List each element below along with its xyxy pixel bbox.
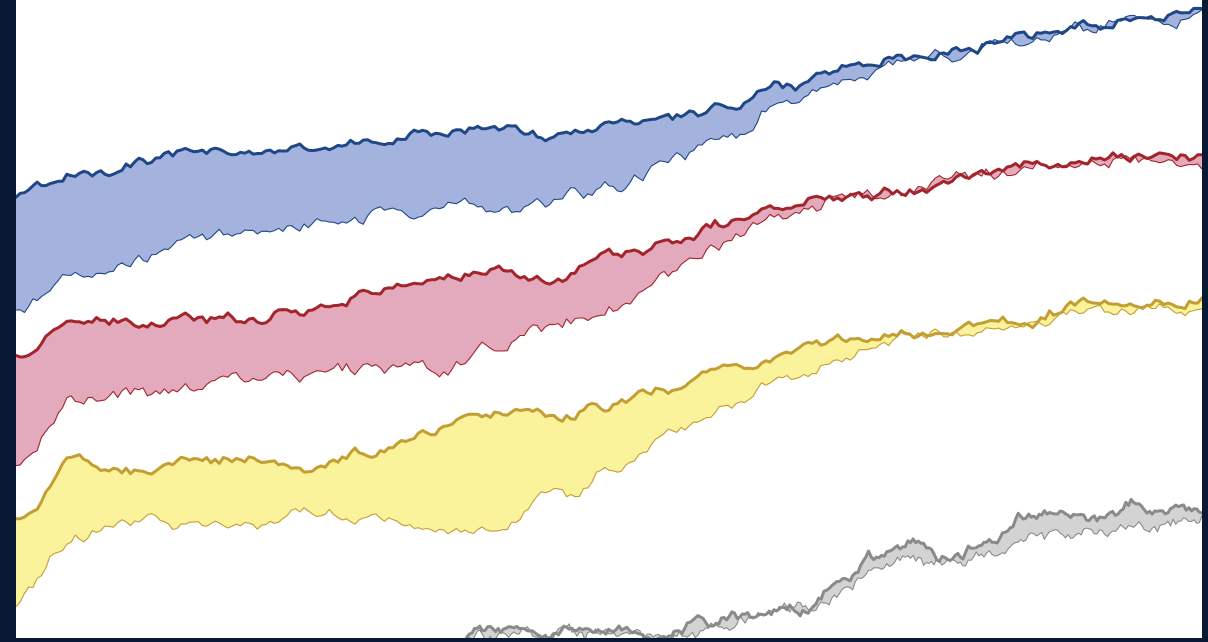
series-2-band [16,297,1202,607]
series-0 [16,6,1202,314]
series-3 [465,497,1202,638]
series-2-upper-line [16,296,1202,521]
chart-frame [16,0,1202,638]
area-chart [16,6,1202,638]
series-0-band [16,8,1202,313]
series-3-upper-line [465,497,1202,638]
series-1-upper-line [16,151,1202,359]
series-2 [16,296,1202,607]
series-0-upper-line [16,6,1202,199]
series-3-lower-line [466,515,1202,638]
series-3-band [466,499,1202,638]
series-2-lower-line [16,303,1202,607]
series-1 [16,151,1202,467]
series-1-lower-line [16,154,1202,467]
